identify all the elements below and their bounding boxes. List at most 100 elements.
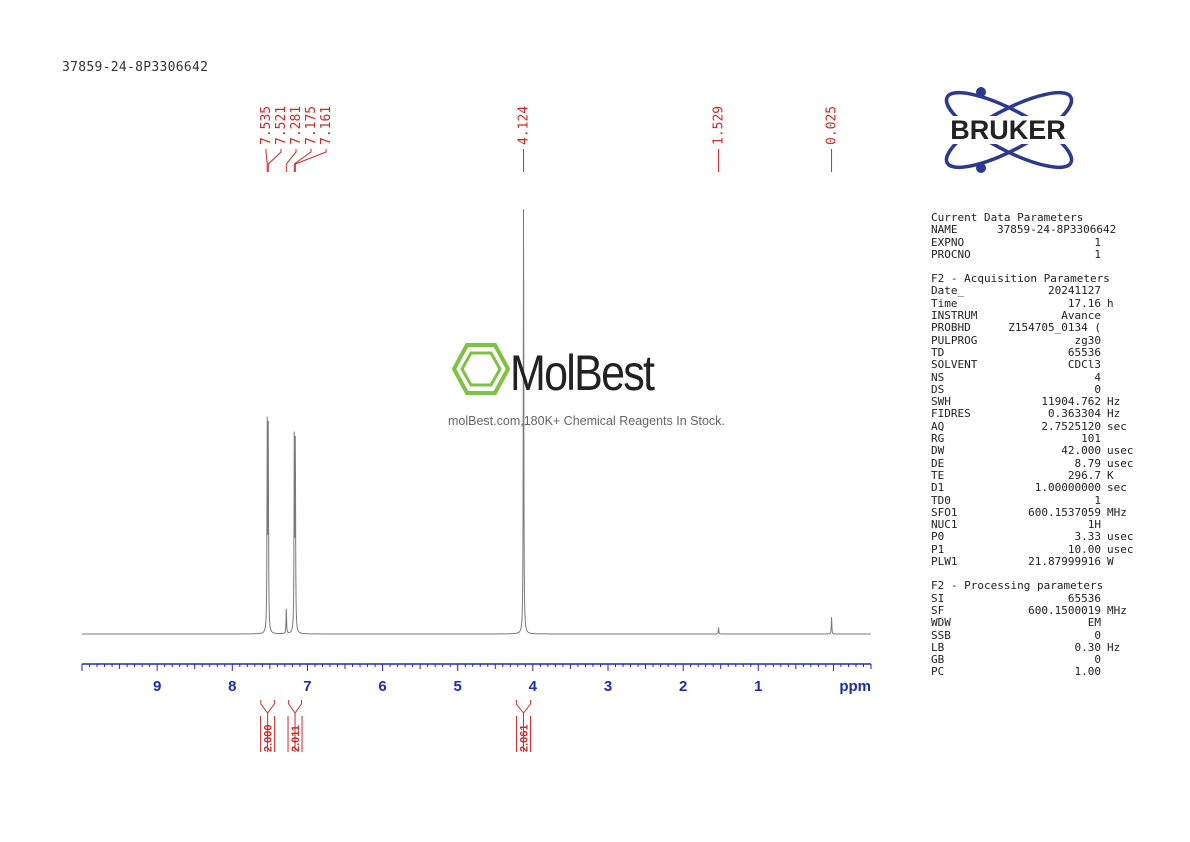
atom-orbit-logo [944,90,1074,170]
param-unit: K [1107,468,1114,482]
param-unit: W [1107,555,1114,569]
param-row: PC 1.00 [931,665,1139,679]
benzene-ring-icon [452,343,510,395]
param-row: INSTRUM Avance [931,309,1139,323]
param-unit: usec [1107,456,1134,470]
spectrum-line [82,209,871,635]
param-unit [1101,372,1139,384]
param-val: 4 [1094,370,1101,384]
param-unit [1101,285,1139,297]
param-val: 17.16 [1067,296,1101,310]
watermark-brand: MolBest [510,345,655,401]
param-key: PC [931,665,945,679]
param-val: 1 [1094,235,1101,249]
param-unit [1101,237,1139,249]
peak-leader-line [285,149,297,172]
x-tick-label: 4 [529,678,538,695]
param-key: EXPNO [931,235,965,249]
param-val: 600.1537059 [1028,505,1101,519]
param-val: CDCl3 [1067,358,1101,372]
param-key: SWH [931,395,951,409]
peak-label: 7.521 [274,106,289,145]
param-unit [1101,359,1139,371]
param-val: 10.00 [1067,542,1101,556]
param-row: TD 65536 [931,346,1139,359]
peak-label: 1.529 [712,106,727,145]
param-key: TD0 [931,493,951,507]
peak-label: 4.124 [517,106,532,145]
param-key: DE [931,456,945,470]
param-row: AQ 2.7525120 sec [931,419,1139,433]
param-val: 65536 [1067,591,1101,605]
peak-label: 0.025 [825,106,840,145]
peak-label: 7.161 [319,106,334,145]
x-tick-label: 3 [604,678,612,695]
param-row: PROBHD Z154705_0134 ( [931,321,1139,335]
param-val: Avance [1061,309,1101,323]
param-val: 11904.762 [1041,395,1101,409]
param-unit [1101,347,1139,359]
param-row: SFO1 600.1537059 MHz [931,505,1139,519]
peak-leader-line [294,149,327,172]
param-val: 101 [1081,432,1101,446]
param-section: Current Data Parameters NAME 37859-24-8P33… [931,211,1139,261]
acquisition-parameters-panel: Current Data Parameters NAME 37859-24-8P33… [931,211,1139,691]
param-key: NUC1 [931,518,958,532]
param-unit [1101,335,1139,347]
param-unit: sec [1107,419,1127,433]
param-unit [1101,249,1139,261]
peak-label: 7.281 [289,106,304,145]
param-val: zg30 [1074,333,1102,347]
param-key: SFO1 [931,505,958,519]
param-unit [1101,654,1139,666]
watermark-tagline: molBest.com,180K+ Chemical Reagents In S… [448,414,725,428]
param-unit: MHz [1107,603,1127,617]
param-unit: usec [1107,530,1134,544]
param-key: P1 [931,542,945,556]
peak-label: 7.175 [304,106,319,145]
param-row: DS 0 [931,383,1139,396]
param-key: PROBHD [931,321,971,335]
peak-leader-line [267,149,282,172]
x-axis-label: ppm [839,678,871,695]
param-row: Time 17.16 h [931,296,1139,310]
param-key: LB [931,640,945,654]
param-key: AQ [931,419,945,433]
param-section-heading: Current Data Parameters [931,211,1084,224]
integral-bracket [260,700,269,752]
param-row: EXPNO 1 [931,235,1139,249]
param-key: SI [931,591,945,605]
param-val: 0.30 [1074,640,1102,654]
param-section-heading: F2 - Processing parameters [931,579,1104,593]
param-val: 600.1500019 [1028,603,1101,617]
param-unit: sec [1107,481,1127,495]
param-val: 21.87999916 [1028,555,1101,569]
param-section-heading: F2 - Acquisition Parameters [931,272,1110,286]
param-row: SWH 11904.762 Hz [931,395,1139,409]
peak-leader-line [293,149,312,172]
param-row: Date_ 20241127 [931,284,1139,298]
param-row: SSB 0 [931,629,1139,642]
param-section: F2 - Processing parameters SI 65536 SF 600.1… [931,579,1139,679]
x-tick-label: 9 [153,678,161,695]
param-key: TE [931,468,945,482]
param-unit: usec [1107,542,1134,556]
param-row: DW 42.000 usec [931,445,1139,458]
integral-value: 2.000 [263,724,275,752]
param-key: Date_ [931,284,965,298]
param-val: EM [1087,616,1101,630]
param-key: SOLVENT [931,358,978,372]
param-val: 1.00000000 [1034,481,1101,495]
param-unit [1101,666,1139,678]
param-unit [1101,630,1139,642]
param-row: GB 0 [931,653,1139,666]
param-key: NAME [931,223,958,237]
param-row: SI 65536 [931,591,1139,605]
param-unit [1101,617,1139,629]
peak-leader-line [265,149,268,172]
param-key: Time [931,296,958,310]
param-key: PROCNO [931,247,971,261]
param-row: FIDRES 0.363304 Hz [931,408,1139,421]
param-key: RG [931,432,945,446]
x-tick-label: 7 [303,678,311,695]
